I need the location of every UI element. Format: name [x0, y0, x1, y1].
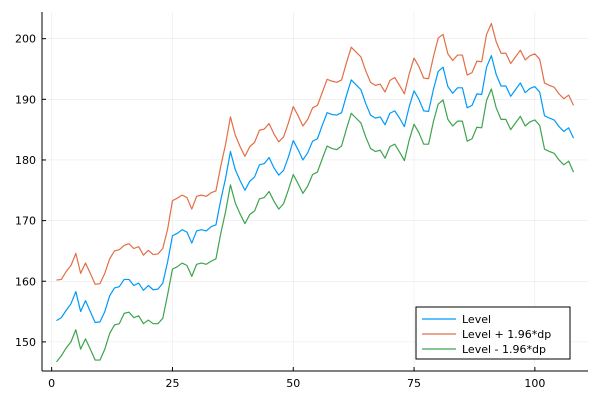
- y-tick-label: 170: [15, 215, 36, 228]
- tick-marks: 0 25 50 75 100 150 160 170 180 190 200: [15, 33, 545, 390]
- x-tick-label: 100: [524, 377, 545, 390]
- y-tick-label: 200: [15, 33, 36, 46]
- legend-label-2: Level + 1.96*dp: [462, 328, 551, 341]
- series-line-1: [56, 55, 575, 324]
- x-tick-label: 75: [407, 377, 421, 390]
- y-tick-label: 150: [15, 336, 36, 349]
- series-line-3: [56, 88, 575, 363]
- legend-label-3: Level - 1.96*dp: [462, 343, 546, 356]
- y-tick-label: 190: [15, 93, 36, 106]
- y-tick-label: 160: [15, 275, 36, 288]
- x-tick-label: 50: [286, 377, 300, 390]
- legend-label-1: Level: [462, 313, 491, 326]
- series-line-2: [56, 22, 575, 285]
- legend-box: [415, 306, 571, 360]
- y-tick-label: 180: [15, 154, 36, 167]
- x-tick-label: 25: [165, 377, 179, 390]
- legend: Level Level + 1.96*dp Level - 1.96*dp: [415, 306, 571, 360]
- grid-lines: [42, 12, 588, 371]
- axes: [41, 12, 588, 372]
- x-tick-label: 0: [48, 377, 55, 390]
- series-lines: [56, 22, 575, 363]
